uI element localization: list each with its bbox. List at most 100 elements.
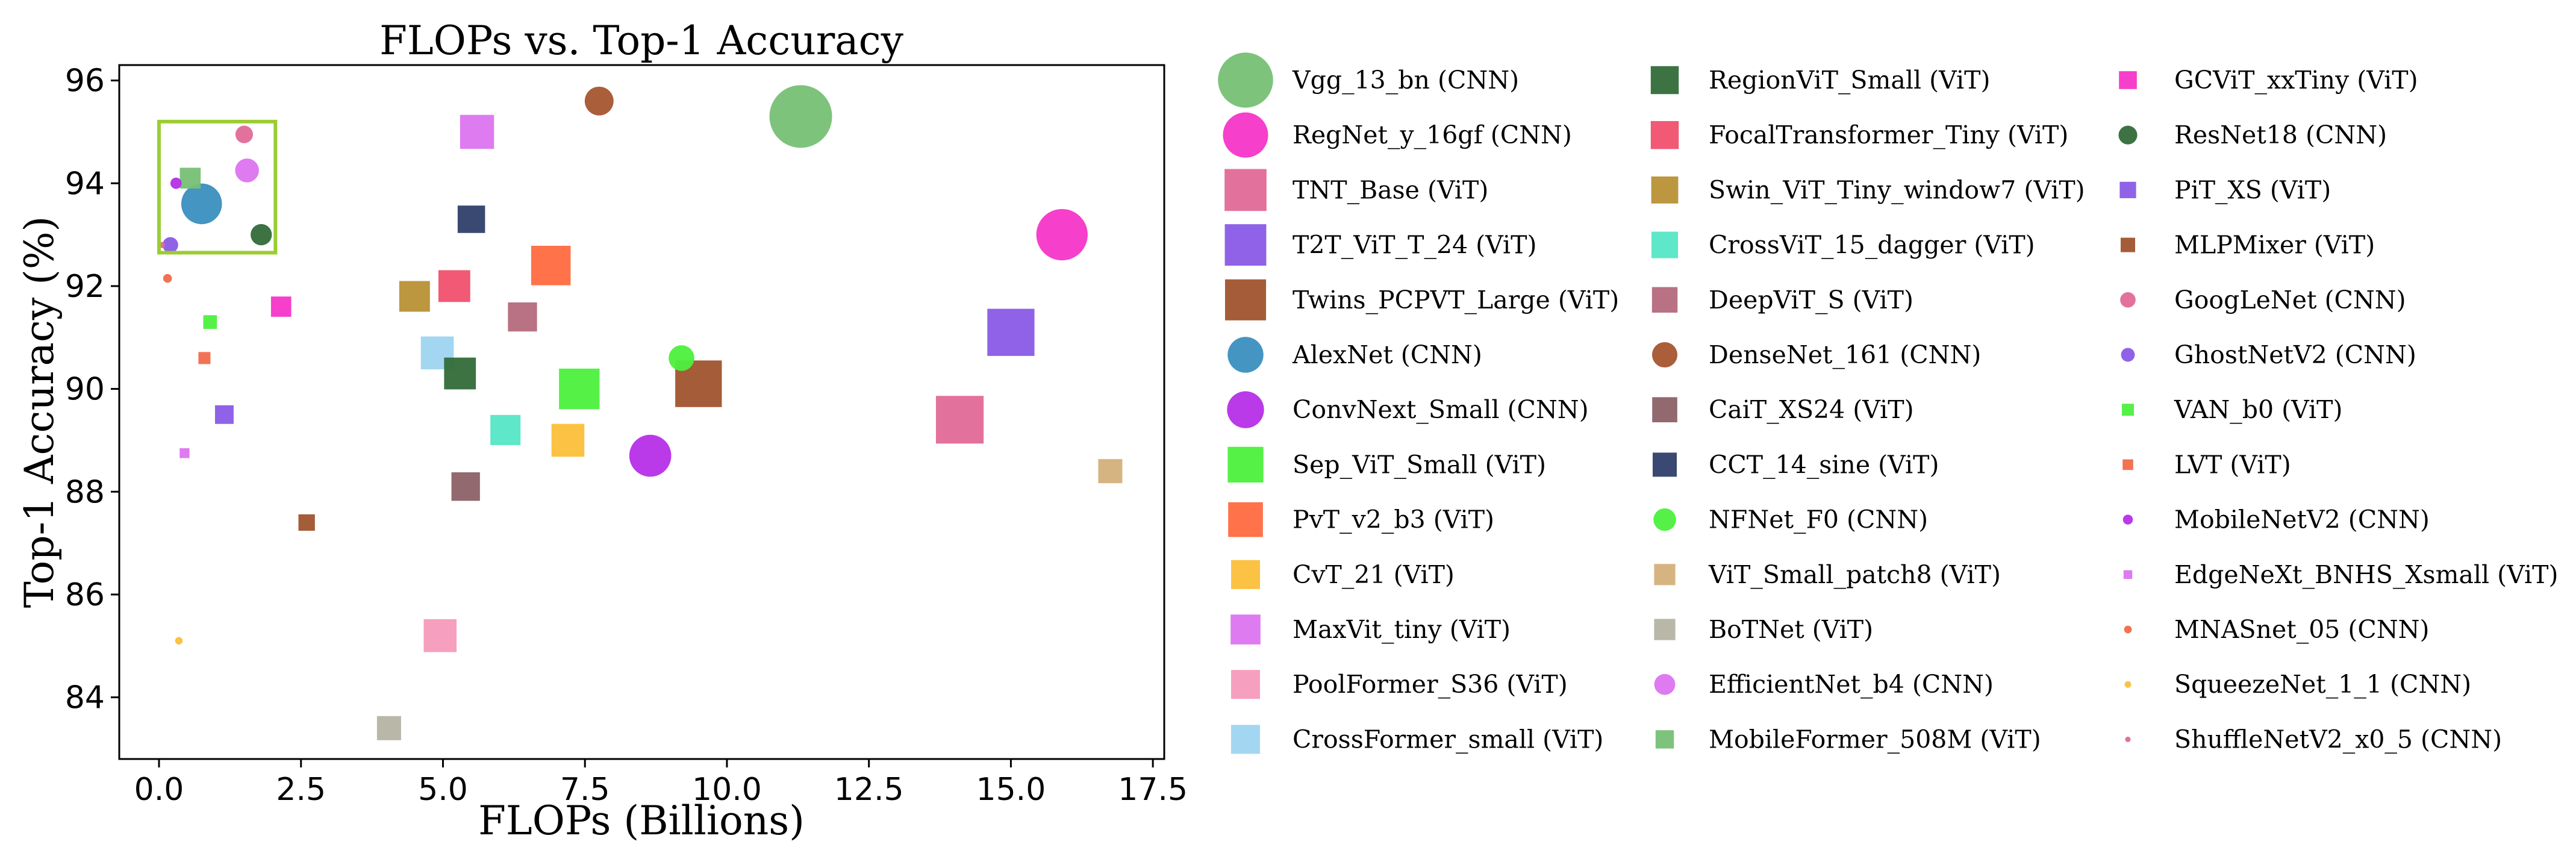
x-tick-label: 15.0 bbox=[976, 772, 1046, 808]
legend-marker-regionvit-small-vit bbox=[1650, 66, 1679, 95]
legend-marker-edgenext-bnhs-xsmall-vit bbox=[2123, 570, 2133, 579]
legend-label: CaiT_XS24 (ViT) bbox=[1709, 395, 1914, 424]
legend-marker-resnet18-cnn bbox=[2118, 125, 2138, 145]
legend-marker-mlpmixer-vit bbox=[2120, 237, 2136, 252]
legend-label: BoTNet (ViT) bbox=[1709, 615, 1873, 644]
legend-label: CrossFormer_small (ViT) bbox=[1293, 725, 1603, 754]
point-alexnet-cnn bbox=[181, 183, 222, 225]
legend-marker-poolformer-s36-vit bbox=[1230, 670, 1261, 699]
legend-label: DeepViT_S (ViT) bbox=[1709, 286, 1913, 314]
point-convnext-small-cnn bbox=[629, 434, 672, 477]
legend-marker-nfnet-f0-cnn bbox=[1653, 508, 1676, 531]
point-swin-vit-tiny-window7-vit bbox=[399, 281, 430, 312]
legend: Vgg_13_bn (CNN) RegNet_y_16gf (CNN) TNT_Ba… bbox=[1218, 52, 2558, 754]
legend-marker-cait-xs24-vit bbox=[1652, 397, 1677, 423]
legend-label: ShuffleNetV2_x0_5 (CNN) bbox=[2174, 725, 2502, 754]
point-edgenext-bnhs-xsmall-vit bbox=[179, 448, 190, 458]
legend-marker-swin-vit-tiny-window7-vit bbox=[1651, 176, 1679, 204]
legend-label: VAN_b0 (ViT) bbox=[2174, 395, 2343, 424]
x-tick-label: 10.0 bbox=[692, 772, 762, 808]
legend-marker-regnet-y-16gf-cnn bbox=[1223, 112, 1268, 158]
legend-label: Swin_ViT_Tiny_window7 (ViT) bbox=[1709, 175, 2085, 204]
legend-label: CCT_14_sine (ViT) bbox=[1709, 450, 1939, 479]
point-efficientnet-b4-cnn bbox=[235, 158, 259, 183]
point-botnet-vit bbox=[376, 716, 401, 740]
legend-label: MobileNetV2 (CNN) bbox=[2174, 505, 2430, 534]
legend-marker-pit-xs-vit bbox=[2119, 181, 2136, 199]
legend-label: TNT_Base (ViT) bbox=[1293, 175, 1488, 204]
point-maxvit-tiny-vit bbox=[460, 114, 494, 149]
point-deepvit-s-vit bbox=[508, 302, 537, 332]
legend-label: SqueezeNet_1_1 (CNN) bbox=[2174, 670, 2471, 699]
legend-label: ResNet18 (CNN) bbox=[2174, 120, 2387, 149]
point-poolformer-s36-vit bbox=[423, 619, 457, 652]
y-tick-label: 84 bbox=[65, 680, 105, 716]
y-tick-label: 92 bbox=[65, 269, 105, 305]
legend-label: Vgg_13_bn (CNN) bbox=[1292, 66, 1519, 95]
legend-marker-pvt-v2-b3-vit bbox=[1228, 502, 1263, 537]
legend-marker-sep-vit-small-vit bbox=[1227, 446, 1264, 483]
legend-marker-efficientnet-b4-cnn bbox=[1654, 673, 1676, 695]
legend-label: GhostNetV2 (CNN) bbox=[2174, 340, 2416, 369]
legend-label: CvT_21 (ViT) bbox=[1293, 560, 1455, 589]
legend-marker-shufflenetv2-x0-5-cnn bbox=[2125, 736, 2131, 742]
point-vgg-13-bn-cnn bbox=[769, 85, 832, 148]
legend-marker-squeezenet-1-1-cnn bbox=[2124, 681, 2132, 688]
point-van-b0-vit bbox=[203, 315, 217, 330]
legend-label: Sep_ViT_Small (ViT) bbox=[1293, 450, 1546, 479]
point-densenet-161-cnn bbox=[584, 86, 614, 116]
x-tick-label: 7.5 bbox=[560, 772, 610, 808]
point-cvt-21-vit bbox=[551, 423, 585, 457]
data-markers bbox=[158, 85, 1123, 740]
point-cait-xs24-vit bbox=[451, 472, 480, 501]
point-pit-xs-vit bbox=[214, 405, 234, 424]
y-tick-label: 86 bbox=[65, 577, 105, 613]
legend-marker-van-b0-vit bbox=[2121, 404, 2135, 416]
legend-marker-mobilenetv2-cnn bbox=[2122, 514, 2133, 525]
legend-marker-crossvit-15-dagger-vit bbox=[1651, 231, 1679, 258]
point-lvt-vit bbox=[198, 352, 211, 364]
legend-label: DenseNet_161 (CNN) bbox=[1709, 340, 1981, 369]
highlight-rectangle bbox=[157, 119, 278, 255]
legend-label: MaxVit_tiny (ViT) bbox=[1293, 615, 1511, 644]
y-tick-label: 90 bbox=[65, 372, 105, 408]
legend-marker-vit-small-patch8-vit bbox=[1654, 564, 1676, 586]
point-tnt-base-vit bbox=[935, 396, 984, 444]
point-mobilenetv2-cnn bbox=[170, 177, 182, 189]
chart-title: FLOPs vs. Top-1 Accuracy bbox=[379, 17, 903, 64]
legend-label: NFNet_F0 (CNN) bbox=[1709, 505, 1928, 534]
legend-marker-gcvit-xxtiny-vit bbox=[2119, 71, 2137, 89]
point-gcvit-xxtiny-vit bbox=[270, 296, 292, 317]
legend-label: T2T_ViT_T_24 (ViT) bbox=[1293, 231, 1537, 260]
point-pvt-v2-b3-vit bbox=[531, 246, 571, 286]
point-crossvit-15-dagger-vit bbox=[490, 414, 521, 445]
point-sep-vit-small-vit bbox=[559, 368, 600, 410]
legend-label: LVT (ViT) bbox=[2174, 450, 2291, 479]
legend-label: MLPMixer (ViT) bbox=[2174, 231, 2375, 260]
legend-marker-twins-pcpvt-large-vit bbox=[1224, 279, 1267, 320]
x-axis: 0.0 2.5 5.0 7.5 10.0 12.5 15.0 17.5 bbox=[134, 759, 1188, 808]
legend-marker-convnext-small-cnn bbox=[1227, 391, 1264, 428]
legend-label: MNASnet_05 (CNN) bbox=[2174, 615, 2430, 644]
legend-marker-mobileformer-508m-vit bbox=[1655, 730, 1674, 749]
point-ghostnetv2-cnn bbox=[162, 237, 178, 253]
legend-marker-ghostnetv2-cnn bbox=[2121, 348, 2135, 362]
legend-marker-botnet-vit bbox=[1654, 619, 1676, 640]
legend-label: CrossViT_15_dagger (ViT) bbox=[1709, 231, 2035, 260]
y-axis: 84 86 88 90 92 94 96 bbox=[65, 63, 119, 716]
legend-label: ConvNext_Small (CNN) bbox=[1293, 395, 1589, 424]
point-googlenet-cnn bbox=[235, 125, 254, 143]
legend-marker-vgg-13-bn-cnn bbox=[1218, 52, 1273, 108]
legend-marker-densenet-161-cnn bbox=[1651, 342, 1678, 368]
legend-label: PiT_XS (ViT) bbox=[2174, 175, 2331, 204]
legend-label: PvT_v2_b3 (ViT) bbox=[1293, 505, 1494, 534]
y-tick-label: 88 bbox=[65, 474, 105, 510]
legend-label: GoogLeNet (CNN) bbox=[2174, 286, 2406, 314]
legend-label: ViT_Small_patch8 (ViT) bbox=[1708, 560, 2001, 589]
point-mnasnet-05-cnn bbox=[163, 273, 172, 283]
legend-label: Twins_PCPVT_Large (ViT) bbox=[1293, 286, 1619, 314]
legend-label: GCViT_xxTiny (ViT) bbox=[2174, 66, 2418, 95]
point-vit-small-patch8-vit bbox=[1098, 459, 1123, 484]
legend-label: EfficientNet_b4 (CNN) bbox=[1709, 670, 1994, 699]
